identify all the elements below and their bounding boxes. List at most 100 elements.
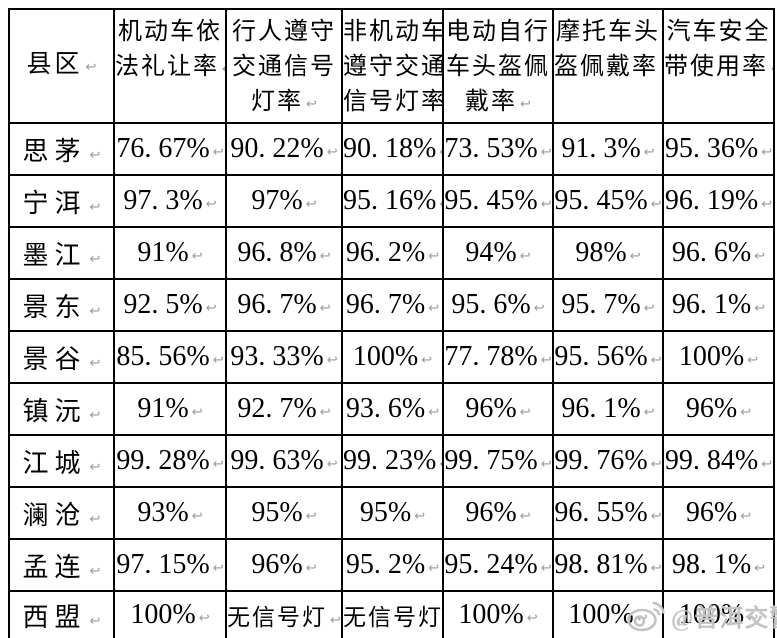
end-of-cell-mark: ↩ — [305, 197, 317, 212]
header-line: 法礼让率↩ — [116, 50, 224, 87]
header-line: 摩托车头 — [555, 15, 661, 50]
end-of-cell-mark: ↩ — [205, 197, 217, 212]
value-text: 96% — [685, 393, 738, 424]
value-cell: 91% ↩ — [113, 382, 227, 436]
end-of-cell-mark: ↩ — [319, 249, 331, 264]
end-of-cell-mark: ↩ — [326, 353, 338, 368]
end-of-cell-mark: ↩ — [650, 197, 662, 212]
value-cell: 91% ↩ — [113, 226, 227, 280]
end-of-cell-mark: ↩ — [305, 561, 317, 576]
value-cell: 96. 8% ↩ — [225, 226, 343, 280]
value-cell: 100% ↩ — [113, 590, 227, 638]
value-text: 73. 53% — [444, 133, 538, 164]
value-text: 100% — [130, 599, 196, 630]
value-text: 99. 76% — [554, 445, 648, 476]
end-of-cell-mark: ↩ — [643, 145, 655, 160]
end-of-cell-mark: ↩ — [212, 561, 224, 576]
end-of-cell-mark: ↩ — [636, 611, 648, 626]
value-cell: 96% ↩ — [442, 486, 554, 540]
end-of-cell-mark: ↩ — [519, 249, 531, 264]
value-cell: 73. 53% ↩ — [442, 122, 554, 176]
value-cell: 99. 28% ↩ — [113, 434, 227, 488]
corner-cell-county: 县区 ↩ — [8, 8, 115, 124]
value-cell: 95. 24% ↩ — [442, 538, 554, 592]
value-text: 99. 75% — [444, 445, 538, 476]
end-of-cell-mark: ↩ — [540, 145, 552, 160]
value-cell: 96. 2% ↩ — [341, 226, 444, 280]
value-text: 无信号灯 — [227, 605, 328, 630]
value-cell: 96. 1% ↩ — [662, 278, 775, 332]
value-cell: 92. 5% ↩ — [113, 278, 227, 332]
end-of-cell-mark: ↩ — [89, 407, 101, 423]
value-text: 96. 1% — [671, 289, 752, 320]
value-text: 96. 1% — [561, 393, 641, 424]
value-text: 98% — [575, 237, 627, 268]
value-text: 95. 45% — [554, 185, 648, 216]
header-line-text: 车头盔佩 — [446, 54, 550, 80]
end-of-cell-mark: ↩ — [540, 457, 552, 472]
table-row: 江城↩99. 28%↩99. 63%↩99. 23%↩99. 75%↩99. 7… — [8, 434, 775, 488]
end-of-cell-mark: ↩ — [650, 561, 662, 576]
value-text: 85. 56% — [116, 341, 210, 372]
value-cell: 96. 19% ↩ — [662, 174, 775, 228]
value-cell: 96% ↩ — [225, 538, 343, 592]
end-of-cell-mark: ↩ — [421, 353, 433, 368]
header-line: 机动车依 — [116, 15, 224, 50]
value-cell: 95. 2% ↩ — [341, 538, 444, 592]
end-of-cell-mark: ↩ — [643, 405, 655, 420]
value-cell: 96. 1% ↩ — [552, 382, 664, 436]
county-name: 思茅 — [22, 136, 87, 166]
value-text: 95. 2% — [345, 549, 426, 580]
value-text: 98. 81% — [554, 549, 648, 580]
value-text: 96. 6% — [671, 237, 752, 268]
value-text: 99. 23% — [343, 445, 437, 476]
value-cell: 90. 22% ↩ — [225, 122, 343, 176]
end-of-cell-mark: ↩ — [650, 509, 662, 524]
value-cell: 91. 3% ↩ — [552, 122, 664, 176]
value-cell: 99. 23%↩ — [341, 434, 444, 488]
end-of-cell-mark: ↩ — [761, 145, 773, 160]
header-cell: 电动自行车头盔佩戴率 ↩ — [442, 8, 554, 124]
header-line: 遵守交通 — [343, 50, 443, 85]
header-line: 汽车安全 — [665, 15, 772, 50]
value-text: 95. 24% — [444, 549, 538, 580]
value-cell: 98% ↩ — [552, 226, 664, 280]
value-cell: 94% ↩ — [442, 226, 554, 280]
value-cell: 97% ↩ — [225, 174, 343, 228]
table-row: 澜沧 ↩ 93% ↩ 95% ↩ 95% ↩ 96% ↩ 96. 55% ↩ 96% ↩ — [8, 486, 775, 540]
end-of-cell-mark: ↩ — [191, 509, 203, 524]
value-cell: 76. 67% ↩ — [113, 122, 227, 176]
value-text: 100% — [458, 599, 524, 630]
value-cell: 95. 36% ↩ — [662, 122, 775, 176]
value-text: 95. 56% — [554, 341, 648, 372]
value-cell: 96. 6% ↩ — [662, 226, 775, 280]
end-of-cell-mark: ↩ — [540, 561, 552, 576]
county-name: 江城 — [22, 448, 87, 478]
header-line: 电动自行 — [445, 15, 551, 50]
header-line-text: 遵守交通 — [343, 54, 443, 80]
value-text: 95. 16% — [343, 185, 437, 216]
end-of-cell-mark: ↩ — [191, 405, 203, 420]
header-line-text: 摩托车头 — [556, 19, 660, 45]
end-of-cell-mark: ↩ — [761, 457, 773, 472]
header-line: 交通信号 — [228, 50, 340, 85]
header-line-text: 戴率 — [465, 89, 518, 115]
value-text: 96. 8% — [237, 237, 317, 268]
end-of-cell-mark: ↩ — [520, 97, 531, 112]
county-name: 宁洱 — [22, 188, 87, 218]
county-cell: 澜沧 ↩ — [8, 486, 115, 540]
table-row: 镇沅 ↩ 91% ↩ 92. 7% ↩ 93. 6% ↩ 96% ↩ 96. 1% ↩ 96% ↩ — [8, 382, 775, 436]
county-cell: 镇沅 ↩ — [8, 382, 115, 436]
value-cell: 95. 56% ↩ — [552, 330, 664, 384]
value-text: 90. 18% — [343, 133, 437, 164]
end-of-cell-mark: ↩ — [89, 563, 101, 579]
end-of-cell-mark: ↩ — [85, 60, 97, 75]
value-text: 91% — [137, 393, 189, 424]
county-name: 镇沅 — [22, 396, 87, 426]
value-text: 96% — [465, 393, 517, 424]
end-of-cell-mark: ↩ — [519, 405, 531, 420]
